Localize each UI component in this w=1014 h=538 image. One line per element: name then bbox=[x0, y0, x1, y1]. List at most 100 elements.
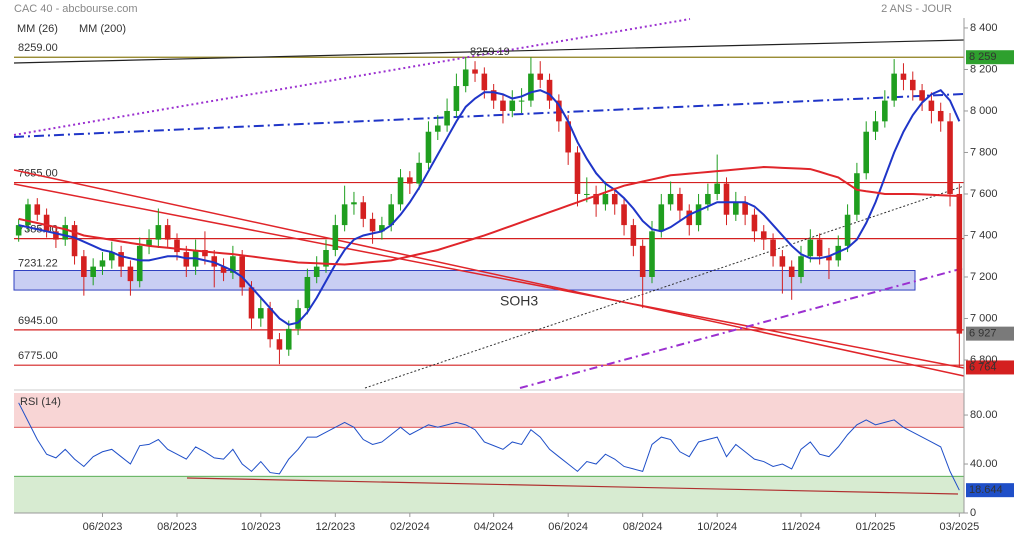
price-marker-label: 6 927 bbox=[969, 328, 997, 340]
candle-body bbox=[25, 204, 31, 226]
candle-body bbox=[611, 193, 618, 205]
candle-body bbox=[639, 245, 646, 277]
candle-body bbox=[816, 239, 823, 257]
candle-body bbox=[388, 204, 394, 226]
y-tick-label: 40.00 bbox=[970, 458, 998, 470]
candle-body bbox=[844, 214, 851, 246]
price-marker bbox=[966, 360, 1014, 375]
level-label: 6945.00 bbox=[18, 315, 58, 327]
candle-body bbox=[332, 225, 339, 251]
candle-body bbox=[472, 69, 478, 74]
candle-body bbox=[760, 231, 767, 240]
candle-body bbox=[220, 266, 227, 273]
candle-body bbox=[779, 256, 786, 267]
candle-body bbox=[155, 225, 162, 240]
candle-body bbox=[863, 131, 869, 174]
candle-body bbox=[453, 86, 460, 111]
candle-body bbox=[295, 308, 301, 329]
candle-body bbox=[667, 193, 674, 205]
annotation: SOH3 bbox=[500, 293, 538, 309]
x-tick-label: 12/2023 bbox=[315, 521, 355, 533]
rsi-trendline bbox=[186, 477, 959, 495]
candle-body bbox=[937, 110, 944, 122]
candle-body bbox=[81, 256, 87, 277]
candle-body bbox=[416, 162, 422, 184]
candle-body bbox=[556, 100, 562, 122]
candle-body bbox=[109, 252, 115, 261]
candle-body bbox=[164, 225, 171, 240]
chart-title: CAC 40 - abcbourse.com bbox=[14, 3, 138, 15]
candle-body bbox=[462, 69, 469, 87]
candle-body bbox=[407, 177, 413, 184]
background-layer: 7231.228259.007655.007385.006945.006775.… bbox=[13, 42, 964, 513]
candle-body bbox=[909, 79, 916, 91]
candle-body bbox=[490, 90, 497, 101]
trendline bbox=[519, 267, 965, 389]
candle-body bbox=[425, 131, 432, 163]
candle-body bbox=[71, 225, 78, 257]
candle-body bbox=[947, 121, 953, 194]
candle-body bbox=[43, 214, 50, 232]
candle-body bbox=[882, 100, 888, 122]
y-tick-label: 7 000 bbox=[970, 312, 998, 324]
rsi-marker-label: 18.644 bbox=[969, 484, 1003, 496]
candle-body bbox=[397, 177, 404, 205]
candle-body bbox=[351, 202, 357, 205]
candle-body bbox=[621, 204, 627, 226]
candle-body bbox=[127, 266, 134, 282]
candle-body bbox=[136, 245, 143, 282]
trendlines bbox=[13, 18, 965, 514]
y-tick-label: 0 bbox=[970, 507, 976, 519]
candle-body bbox=[872, 121, 879, 132]
candle-body bbox=[928, 100, 935, 111]
legend-entry: MM (26) bbox=[17, 23, 58, 35]
candle-body bbox=[304, 276, 311, 309]
price-marker-label: 8 259 bbox=[969, 51, 997, 63]
x-tick-label: 11/2024 bbox=[782, 521, 821, 533]
y-tick-label: 7 400 bbox=[970, 229, 998, 241]
trendline bbox=[13, 183, 965, 369]
candle-body bbox=[714, 183, 720, 194]
x-tick-label: 02/2024 bbox=[390, 521, 430, 533]
candle-body bbox=[593, 193, 599, 205]
x-tick-label: 06/2024 bbox=[548, 521, 588, 533]
candle-body bbox=[705, 193, 711, 205]
candle-body bbox=[602, 193, 609, 205]
candle-body bbox=[444, 110, 450, 126]
candle-body bbox=[677, 193, 683, 211]
candle-body bbox=[360, 202, 367, 219]
candle-body bbox=[379, 225, 385, 232]
price-marker bbox=[966, 50, 1014, 65]
candle-body bbox=[658, 204, 665, 232]
candle-body bbox=[15, 225, 22, 236]
candle-body bbox=[146, 239, 152, 246]
x-tick-label: 10/2023 bbox=[241, 521, 281, 533]
candle-body bbox=[528, 73, 534, 101]
zone-label: 7231.22 bbox=[18, 257, 58, 269]
x-tick-label: 06/2023 bbox=[83, 521, 123, 533]
candle-body bbox=[723, 183, 730, 215]
candle-body bbox=[854, 173, 860, 215]
trendline bbox=[13, 93, 965, 138]
candle-body bbox=[285, 328, 292, 350]
candle-body bbox=[565, 121, 571, 153]
candle-body bbox=[630, 225, 637, 246]
y-tick-label: 6 800 bbox=[970, 354, 998, 366]
candle-body bbox=[788, 266, 795, 277]
y-tick-label: 8 000 bbox=[970, 105, 998, 117]
candle-body bbox=[500, 100, 506, 111]
candle-body bbox=[798, 256, 804, 277]
candle-body bbox=[62, 225, 69, 240]
candle-body bbox=[919, 90, 925, 101]
candle-body bbox=[891, 73, 897, 101]
candle-body bbox=[202, 250, 208, 257]
candle-body bbox=[481, 73, 488, 91]
candle-body bbox=[313, 266, 320, 277]
candle-body bbox=[267, 308, 273, 340]
candle-body bbox=[584, 193, 590, 195]
x-tick-label: 10/2024 bbox=[697, 521, 737, 533]
oversold-band bbox=[14, 476, 964, 513]
x-tick-label: 03/2025 bbox=[939, 521, 979, 533]
candle-body bbox=[770, 239, 776, 257]
